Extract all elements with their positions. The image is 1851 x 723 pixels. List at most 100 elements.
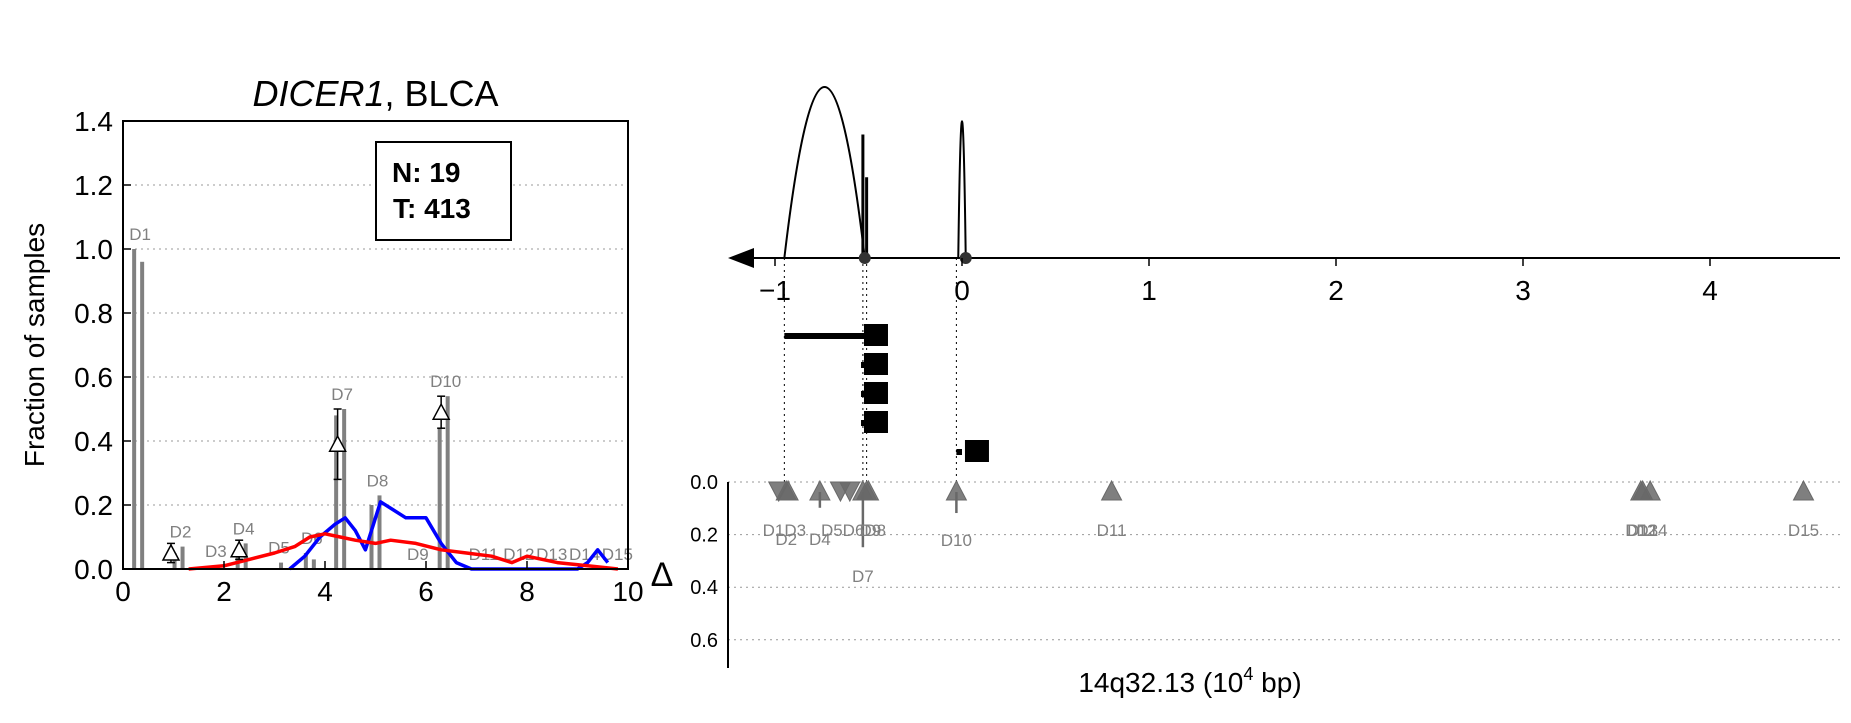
genomic-tick-label: −1 xyxy=(759,275,791,306)
bar-tumor-D5 xyxy=(279,562,284,569)
delta-marker xyxy=(431,402,451,420)
strand-arrow-icon xyxy=(728,248,754,268)
bar-label-D7: D7 xyxy=(331,385,353,404)
point-label-D9: D9 xyxy=(860,521,882,540)
exon-box-0 xyxy=(863,324,888,346)
y-tick-label: 1.4 xyxy=(74,106,113,137)
axis-label-exponent: 4 xyxy=(1243,664,1253,684)
bar-tumor-D10 xyxy=(445,396,450,569)
point-label-D7: D7 xyxy=(852,567,874,586)
point-label-D4: D4 xyxy=(809,530,831,549)
x-tick-label: 8 xyxy=(519,576,535,607)
exon-bar-0 xyxy=(784,333,865,339)
title-gene: DICER1 xyxy=(252,73,384,114)
delta-point-D10 xyxy=(945,479,968,501)
bar-tumor-D2 xyxy=(180,546,185,569)
delta-axis-label: Δ xyxy=(651,556,674,594)
axis-label-end: bp) xyxy=(1253,667,1301,698)
delta-point-D2 xyxy=(775,479,798,501)
delta-point-D14 xyxy=(1639,479,1661,501)
exon-box-2 xyxy=(863,382,888,404)
y-tick-label: 1.2 xyxy=(74,170,113,201)
point-label-D14: D14 xyxy=(1636,521,1667,540)
series-line-1 xyxy=(188,532,619,571)
series-line-0 xyxy=(288,500,610,571)
normal-count: N: 19 xyxy=(392,157,460,188)
y-tick-label: 0.6 xyxy=(74,362,113,393)
point-label-D15: D15 xyxy=(1788,521,1819,540)
delta-point-D15 xyxy=(1792,479,1815,501)
delta-marker xyxy=(229,540,249,558)
bar-label-D12: D12 xyxy=(503,545,534,564)
bar-label-D4: D4 xyxy=(233,519,255,538)
sample-count-box xyxy=(375,141,512,241)
tumor-count: T: 413 xyxy=(393,193,471,224)
bar-label-D10: D10 xyxy=(430,372,461,391)
delta-marker xyxy=(161,543,181,561)
delta-point-D9 xyxy=(857,479,880,501)
genomic-tick-label: 2 xyxy=(1328,275,1344,306)
genomic-tick-label: 3 xyxy=(1515,275,1531,306)
y-tick-label: 1.0 xyxy=(74,234,113,265)
delta-tick-label: 0.2 xyxy=(690,525,718,547)
genomic-axis-label: 14q32.13 (104 bp) xyxy=(1078,664,1301,698)
y-axis-label: Fraction of samples xyxy=(19,223,50,467)
bar-normal-D6 xyxy=(303,553,308,569)
bar-normal-D7 xyxy=(334,415,339,569)
y-tick-label: 0.2 xyxy=(74,490,113,521)
junction-dot xyxy=(858,252,871,264)
bar-normal-D2 xyxy=(172,553,177,569)
exon-bar-4 xyxy=(956,449,962,455)
point-label-D5-D6-D8: D5D6D8 xyxy=(821,521,886,540)
bar-tumor-D6 xyxy=(311,559,316,569)
bar-tumor-D7 xyxy=(342,409,347,569)
x-tick-label: 6 xyxy=(418,576,434,607)
delta-point-D6 xyxy=(838,481,861,503)
bar-normal-D10 xyxy=(437,428,442,569)
bar-label-D8: D8 xyxy=(367,471,389,490)
exon-bar-2 xyxy=(861,391,865,397)
x-tick-label: 10 xyxy=(612,576,643,607)
point-label-D11: D11 xyxy=(1097,521,1127,540)
splice-arc-1 xyxy=(957,120,967,259)
point-label-D10: D10 xyxy=(941,531,972,550)
x-tick-label: 2 xyxy=(216,576,232,607)
bar-normal-D1 xyxy=(132,249,137,569)
genomic-tick-label: 1 xyxy=(1141,275,1157,306)
exon-bar-1 xyxy=(861,362,865,368)
bar-normal-D8 xyxy=(369,505,374,569)
exon-box-4 xyxy=(964,440,989,462)
bar-tumor-D8 xyxy=(377,495,382,569)
exon-box-1 xyxy=(863,353,888,375)
y-tick-label: 0.8 xyxy=(74,298,113,329)
plot-frame xyxy=(122,120,629,570)
bar-label-D9: D9 xyxy=(407,545,429,564)
bar-label-D3: D3 xyxy=(205,542,227,561)
point-label-D12: D12 xyxy=(1625,521,1656,540)
x-tick-label: 0 xyxy=(115,576,131,607)
y-tick-label: 0.4 xyxy=(74,426,113,457)
exon-box-3 xyxy=(863,411,888,433)
exon-bar-3 xyxy=(861,420,865,426)
axis-label-main: 14q32.13 (10 xyxy=(1078,667,1243,698)
delta-point-D11 xyxy=(1100,479,1123,501)
genomic-tick-label: 4 xyxy=(1702,275,1718,306)
bar-label-D15: D15 xyxy=(602,545,633,564)
bar-label-D2: D2 xyxy=(170,523,192,542)
genomic-tick-label: 0 xyxy=(954,275,970,306)
chart-title: DICER1, BLCA xyxy=(252,73,498,114)
delta-point-D4 xyxy=(809,479,831,501)
delta-tick-label: 0.4 xyxy=(690,577,718,599)
delta-tick-label: 0.0 xyxy=(690,472,718,494)
point-label-D2: D2 xyxy=(775,530,797,549)
bar-tumor-D1 xyxy=(140,261,145,569)
splice-arc-0 xyxy=(783,86,866,259)
delta-marker xyxy=(328,434,347,452)
x-tick-label: 4 xyxy=(317,576,333,607)
y-tick-label: 0.0 xyxy=(74,554,113,585)
bar-label-D1: D1 xyxy=(129,225,151,244)
point-label-D1-D3: D1D3 xyxy=(763,521,806,540)
